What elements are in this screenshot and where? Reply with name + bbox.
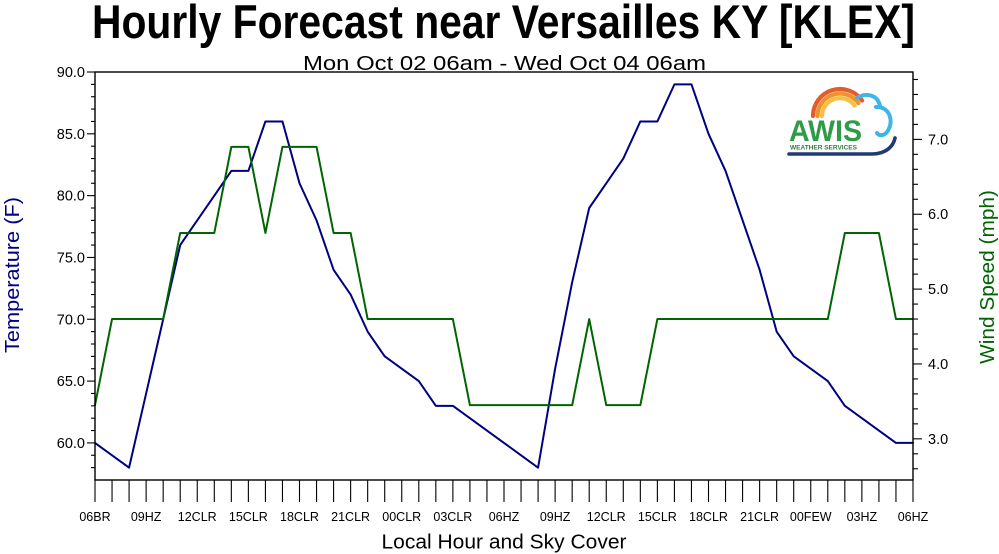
right-tick-label: 3.0 [928, 432, 948, 448]
logo-cloud-outline [855, 92, 893, 138]
x-tick-label: 09HZ [540, 510, 571, 524]
x-tick-label: 03CLR [433, 510, 472, 524]
x-tick-label: 21CLR [740, 510, 779, 524]
right-y-axis: 3.0 4.0 5.0 6.0 7.0 [913, 78, 948, 470]
x-tick-label: 06HZ [898, 510, 929, 524]
x-tick-label: 21CLR [331, 510, 370, 524]
x-tick-label: 15CLR [229, 510, 268, 524]
right-tick-label: 4.0 [928, 357, 948, 373]
left-tick-label: 75.0 [57, 250, 85, 266]
left-tick-label: 65.0 [57, 374, 85, 390]
logo-wordmark: AWIS [789, 115, 862, 148]
left-tick-label: 80.0 [57, 189, 85, 205]
x-axis: 06BR 09HZ 12CLR 15CLR 18CLR 21CLR 00CLR 03CLR 06… [79, 480, 929, 524]
x-tick-label: 15CLR [638, 510, 677, 524]
right-tick-label: 6.0 [928, 207, 948, 223]
x-tick-label: 12CLR [587, 510, 626, 524]
x-tick-label: 00CLR [382, 510, 421, 524]
wind-speed-line [94, 145, 914, 407]
plot-frame [94, 71, 914, 481]
x-tick-label: 12CLR [178, 510, 217, 524]
awis-logo: AWIS WEATHER SERVICES [787, 86, 897, 156]
x-tick-label: 03HZ [847, 510, 878, 524]
right-axis-title: Wind Speed (mph) [976, 190, 999, 364]
x-tick-label: 06HZ [489, 510, 520, 524]
right-tick-label: 7.0 [928, 132, 948, 148]
logo-tagline: WEATHER SERVICES [790, 145, 857, 152]
temperature-line [94, 83, 914, 469]
left-tick-label: 90.0 [57, 65, 85, 81]
left-axis-title: Temperature (F) [1, 197, 24, 353]
left-tick-label: 70.0 [57, 312, 85, 328]
right-tick-label: 5.0 [928, 282, 948, 298]
x-tick-label: 18CLR [280, 510, 319, 524]
x-tick-label: 18CLR [689, 510, 728, 524]
x-tick-label: 09HZ [131, 510, 162, 524]
left-tick-label: 85.0 [57, 127, 85, 143]
x-tick-label: 00FEW [790, 510, 832, 524]
x-axis-title: Local Hour and Sky Cover [382, 531, 627, 554]
left-tick-label: 60.0 [57, 436, 85, 452]
x-tick-label: 06BR [79, 510, 110, 524]
chart-subtitle: Mon Oct 02 06am - Wed Oct 04 06am [303, 53, 706, 75]
logo-swoosh [787, 136, 897, 156]
chart-title: Hourly Forecast near Versailles KY [KLEX… [92, 0, 915, 48]
logo-rainbow-arc [810, 86, 865, 119]
left-y-axis: 60.0 65.0 70.0 75.0 80.0 85.0 90.0 [57, 65, 95, 469]
